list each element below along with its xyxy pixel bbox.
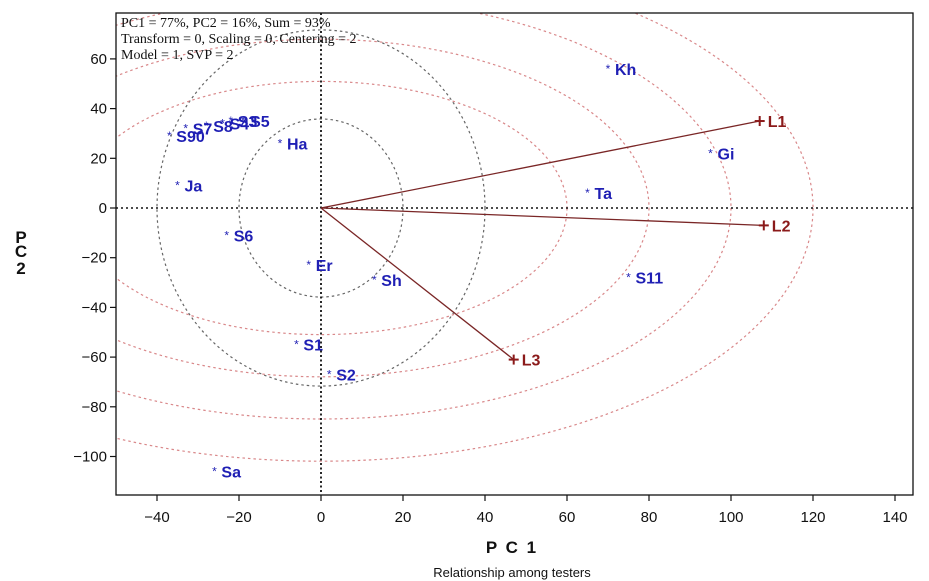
x-tick-label: 120 [800,509,825,526]
inner-circle [156,29,486,387]
zero-axes [116,13,913,495]
x-axis-title: P C 1 [486,538,538,557]
data-points: * Kh* Gi* Ta* S11* Ha* Ja* S6* Er* Sh* S1* S2* Sa* S9… [167,62,791,482]
axis-ticks: −40 −20 0 20 40 60 80 100 120 140 60 40 20 0 −20 −40 −60… [73,51,907,526]
x-tick-label: 60 [559,509,576,526]
genotype-marker: * [241,114,246,128]
y-tick-label: −100 [73,449,107,466]
genotype-marker: * [294,338,299,352]
genotype-label: Sa [221,464,241,481]
tester-label: L3 [522,353,541,370]
genotype-label: Ja [185,179,203,196]
y-axis-title-line-3: 2 [16,259,27,278]
genotype-label: Ta [595,186,613,203]
genotype-marker: * [626,271,631,285]
y-axis-title-line-2: C [15,242,29,261]
y-tick-label: −20 [82,250,107,267]
vector-l3 [320,207,515,361]
genotype-marker: * [220,117,225,131]
genotype-marker: * [708,146,713,160]
info-line-3: Model = 1, SVP = 2 [121,48,234,63]
genotype-label: S90 [176,129,205,146]
genotype-marker: * [228,114,233,128]
genotype-label: S8 [213,119,233,136]
plot-frame [115,12,914,496]
genotype-label: Sh [381,273,401,290]
chart-caption: Relationship among testers [433,565,591,580]
genotype-marker: * [306,258,311,272]
x-tick-label: 80 [641,509,658,526]
genotype-label: Kh [615,62,636,79]
info-line-1: PC1 = 77%, PC2 = 16%, Sum = 93% [121,16,331,31]
genotype-label: S7 [193,121,213,138]
genotype-marker: * [224,228,229,242]
x-tick-label: 0 [317,509,325,526]
x-tick-label: 140 [882,509,907,526]
vector-l2 [320,207,764,227]
genotype-marker: * [167,129,172,143]
genotype-marker: * [183,121,188,135]
genotype-label: S5 [250,114,270,131]
y-tick-label: −60 [82,349,107,366]
y-tick-label: −40 [82,299,107,316]
outer-circle [116,38,650,378]
y-axis-title-line-1: P [15,228,28,247]
plot-area-background [116,13,913,495]
genotype-marker: * [327,367,332,381]
genotype-label: S3 [238,114,258,131]
y-tick-label: −80 [82,399,107,416]
genotype-label: S1 [303,338,323,355]
y-tick-label: 0 [99,200,107,217]
x-tick-label: 20 [395,509,412,526]
y-tick-label: 40 [90,101,107,118]
x-tick-label: −40 [144,509,169,526]
y-tick-label: 20 [90,150,107,167]
genotype-marker: * [212,464,217,478]
genotype-marker: * [175,179,180,193]
genotype-label: Er [316,258,333,275]
genotype-label: Gi [718,146,735,163]
genotype-label: S6 [234,228,254,245]
genotype-marker: * [204,119,209,133]
tester-label: L1 [768,114,787,131]
genotype-label: S4 [230,117,250,134]
genotype-marker: * [585,186,590,200]
info-line-2: Transform = 0, Scaling = 0, Centering = … [121,32,356,47]
x-tick-label: −20 [226,509,251,526]
y-tick-label: 60 [90,51,107,68]
vector-l1 [320,120,760,209]
genotype-marker: * [372,273,377,287]
tester-label: L2 [772,218,791,235]
genotype-label: S2 [336,367,356,384]
genotype-marker: * [606,62,611,76]
x-tick-label: 40 [477,509,494,526]
genotype-label: Ha [287,136,308,153]
tester-vectors [320,120,764,361]
genotype-label: S11 [636,271,664,288]
genotype-marker: * [278,136,283,150]
x-tick-label: 100 [718,509,743,526]
